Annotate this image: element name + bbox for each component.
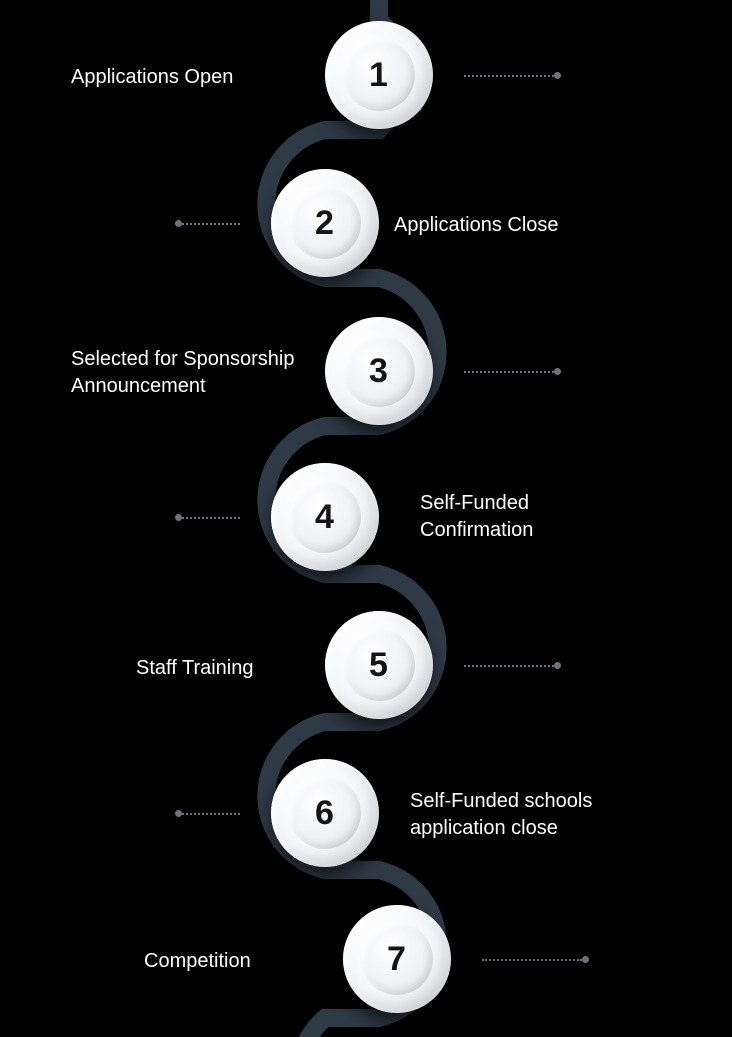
step-circle-2: 2 <box>271 169 379 277</box>
step-label-4: Self-Funded Confirmation <box>420 490 600 544</box>
timeline-infographic: 1 Applications Open 2 Applications Close… <box>0 0 732 1037</box>
step-label-6: Self-Funded schools application close <box>410 788 620 842</box>
step-circle-3: 3 <box>325 317 433 425</box>
connector-cap-6 <box>175 810 182 817</box>
step-number-3: 3 <box>369 352 389 391</box>
step-number-6: 6 <box>315 794 335 833</box>
step-circle-5: 5 <box>325 611 433 719</box>
connector-4 <box>182 517 240 519</box>
step-circle-1: 1 <box>325 21 433 129</box>
connector-cap-5 <box>554 662 561 669</box>
step-circle-4: 4 <box>271 463 379 571</box>
step-number-1: 1 <box>369 56 389 95</box>
connector-cap-1 <box>554 72 561 79</box>
connector-cap-2 <box>175 220 182 227</box>
connector-7 <box>482 959 582 961</box>
step-number-2: 2 <box>315 204 335 243</box>
step-number-5: 5 <box>369 646 389 685</box>
connector-cap-4 <box>175 514 182 521</box>
connector-6 <box>182 813 240 815</box>
step-circle-7: 7 <box>343 905 451 1013</box>
connector-1 <box>464 75 554 77</box>
step-number-7: 7 <box>387 940 407 979</box>
connector-3 <box>464 371 554 373</box>
step-label-2: Applications Close <box>394 212 559 239</box>
connector-cap-3 <box>554 368 561 375</box>
step-label-3: Selected for Sponsorship Announcement <box>71 346 321 400</box>
step-circle-6: 6 <box>271 759 379 867</box>
connector-cap-7 <box>582 956 589 963</box>
step-label-1: Applications Open <box>71 64 233 91</box>
connector-5 <box>464 665 554 667</box>
connector-2 <box>182 223 240 225</box>
step-label-5: Staff Training <box>136 655 253 682</box>
step-number-4: 4 <box>315 498 335 537</box>
step-label-7: Competition <box>144 948 251 975</box>
